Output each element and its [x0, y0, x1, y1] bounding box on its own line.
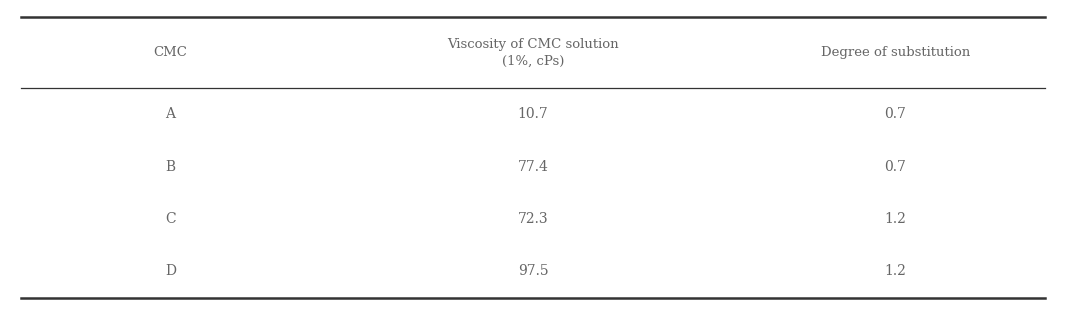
Text: 77.4: 77.4	[518, 160, 548, 174]
Text: 97.5: 97.5	[518, 265, 548, 278]
Text: CMC: CMC	[154, 46, 188, 59]
Text: 10.7: 10.7	[518, 107, 548, 121]
Text: D: D	[165, 265, 176, 278]
Text: Degree of substitution: Degree of substitution	[821, 46, 970, 59]
Text: 72.3: 72.3	[518, 212, 548, 226]
Text: 1.2: 1.2	[885, 212, 906, 226]
Text: Viscosity of CMC solution
(1%, cPs): Viscosity of CMC solution (1%, cPs)	[448, 38, 618, 68]
Text: 0.7: 0.7	[885, 107, 906, 121]
Text: B: B	[165, 160, 176, 174]
Text: 0.7: 0.7	[885, 160, 906, 174]
Text: A: A	[165, 107, 176, 121]
Text: 1.2: 1.2	[885, 265, 906, 278]
Text: C: C	[165, 212, 176, 226]
